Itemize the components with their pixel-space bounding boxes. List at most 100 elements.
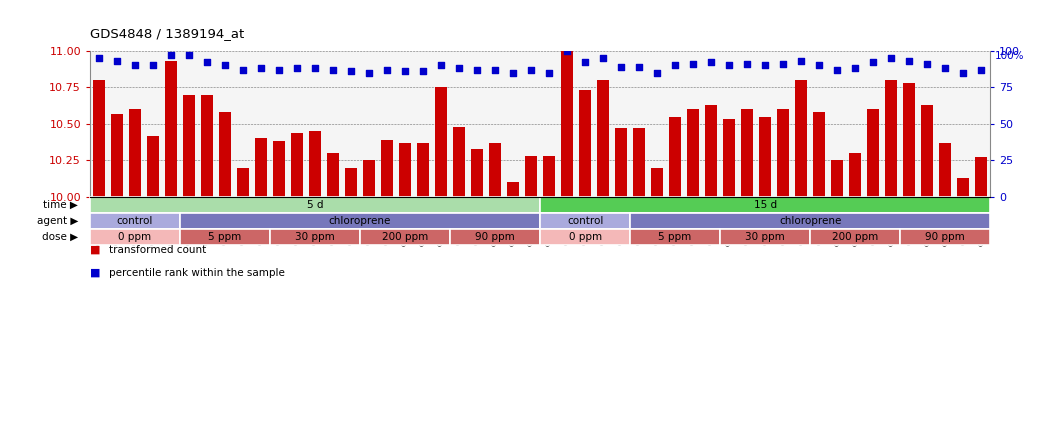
Bar xyxy=(810,229,900,245)
Bar xyxy=(540,229,630,245)
Bar xyxy=(291,132,303,197)
Bar xyxy=(180,229,270,245)
Text: control: control xyxy=(116,216,154,226)
Bar xyxy=(345,168,357,197)
Point xyxy=(937,65,954,71)
Bar xyxy=(630,229,720,245)
Bar xyxy=(615,128,627,197)
Point xyxy=(180,52,198,58)
Bar xyxy=(669,116,681,197)
Bar xyxy=(237,168,249,197)
Bar xyxy=(450,229,540,245)
Bar xyxy=(360,229,450,245)
Bar xyxy=(90,197,540,213)
Bar xyxy=(180,213,540,229)
Bar xyxy=(975,157,987,197)
Bar xyxy=(633,128,645,197)
Point xyxy=(811,62,828,69)
Point xyxy=(397,68,414,74)
Point xyxy=(289,65,306,71)
Point xyxy=(361,69,378,76)
Text: 30 ppm: 30 ppm xyxy=(746,232,785,242)
Point xyxy=(703,59,720,66)
Bar xyxy=(129,109,141,197)
Point xyxy=(469,66,486,73)
Bar xyxy=(507,182,519,197)
Text: percentile rank within the sample: percentile rank within the sample xyxy=(109,268,285,278)
Point xyxy=(775,60,792,67)
Bar xyxy=(270,229,360,245)
Point xyxy=(379,66,396,73)
Bar xyxy=(849,153,861,197)
Bar xyxy=(687,109,699,197)
Point xyxy=(847,65,864,71)
Text: 200 ppm: 200 ppm xyxy=(832,232,878,242)
Bar xyxy=(630,213,990,229)
Bar xyxy=(885,80,897,197)
Bar xyxy=(741,109,753,197)
Text: 15 d: 15 d xyxy=(754,200,776,210)
Text: 5 ppm: 5 ppm xyxy=(209,232,241,242)
Point xyxy=(343,68,360,74)
Bar xyxy=(219,112,231,197)
Text: time ▶: time ▶ xyxy=(43,200,78,210)
Bar xyxy=(90,213,180,229)
Point xyxy=(487,66,504,73)
Point xyxy=(541,69,558,76)
Bar xyxy=(165,61,177,197)
Bar xyxy=(201,95,213,197)
Bar xyxy=(540,213,630,229)
Bar xyxy=(381,140,393,197)
Bar xyxy=(399,143,411,197)
Point xyxy=(829,66,846,73)
Bar xyxy=(759,116,771,197)
Bar xyxy=(453,127,465,197)
Point xyxy=(144,62,162,69)
Text: dose ▶: dose ▶ xyxy=(42,232,78,242)
Point xyxy=(631,63,648,70)
Bar xyxy=(867,109,879,197)
Text: ■: ■ xyxy=(90,268,101,278)
Bar xyxy=(183,95,195,197)
Point xyxy=(883,55,900,61)
Bar xyxy=(579,90,591,197)
Point xyxy=(523,66,540,73)
Text: GDS4848 / 1389194_at: GDS4848 / 1389194_at xyxy=(90,27,245,40)
Point xyxy=(199,59,216,66)
Text: chloroprene: chloroprene xyxy=(779,216,841,226)
Text: control: control xyxy=(567,216,604,226)
Point xyxy=(973,66,990,73)
Text: 0 ppm: 0 ppm xyxy=(119,232,151,242)
Bar xyxy=(597,80,609,197)
Bar xyxy=(417,143,429,197)
Bar xyxy=(939,143,951,197)
Point xyxy=(253,65,270,71)
Point xyxy=(109,58,126,64)
Bar xyxy=(525,156,537,197)
Point xyxy=(163,52,180,58)
Bar xyxy=(90,229,180,245)
Bar xyxy=(363,160,375,197)
Point xyxy=(559,47,576,54)
Bar xyxy=(813,112,825,197)
Bar xyxy=(435,87,447,197)
Point xyxy=(667,62,684,69)
Point xyxy=(685,60,702,67)
Bar xyxy=(489,143,501,197)
Bar xyxy=(147,135,159,197)
Text: chloroprene: chloroprene xyxy=(329,216,391,226)
Bar xyxy=(705,105,717,197)
Bar xyxy=(309,131,321,197)
Text: 0 ppm: 0 ppm xyxy=(569,232,602,242)
Text: agent ▶: agent ▶ xyxy=(37,216,78,226)
Point xyxy=(127,62,144,69)
Bar xyxy=(273,141,285,197)
Text: 100%: 100% xyxy=(994,51,1024,61)
Point xyxy=(217,62,234,69)
Point xyxy=(595,55,612,61)
Point xyxy=(505,69,522,76)
Point xyxy=(721,62,738,69)
Point xyxy=(865,59,882,66)
Point xyxy=(919,60,936,67)
Point xyxy=(793,58,810,64)
